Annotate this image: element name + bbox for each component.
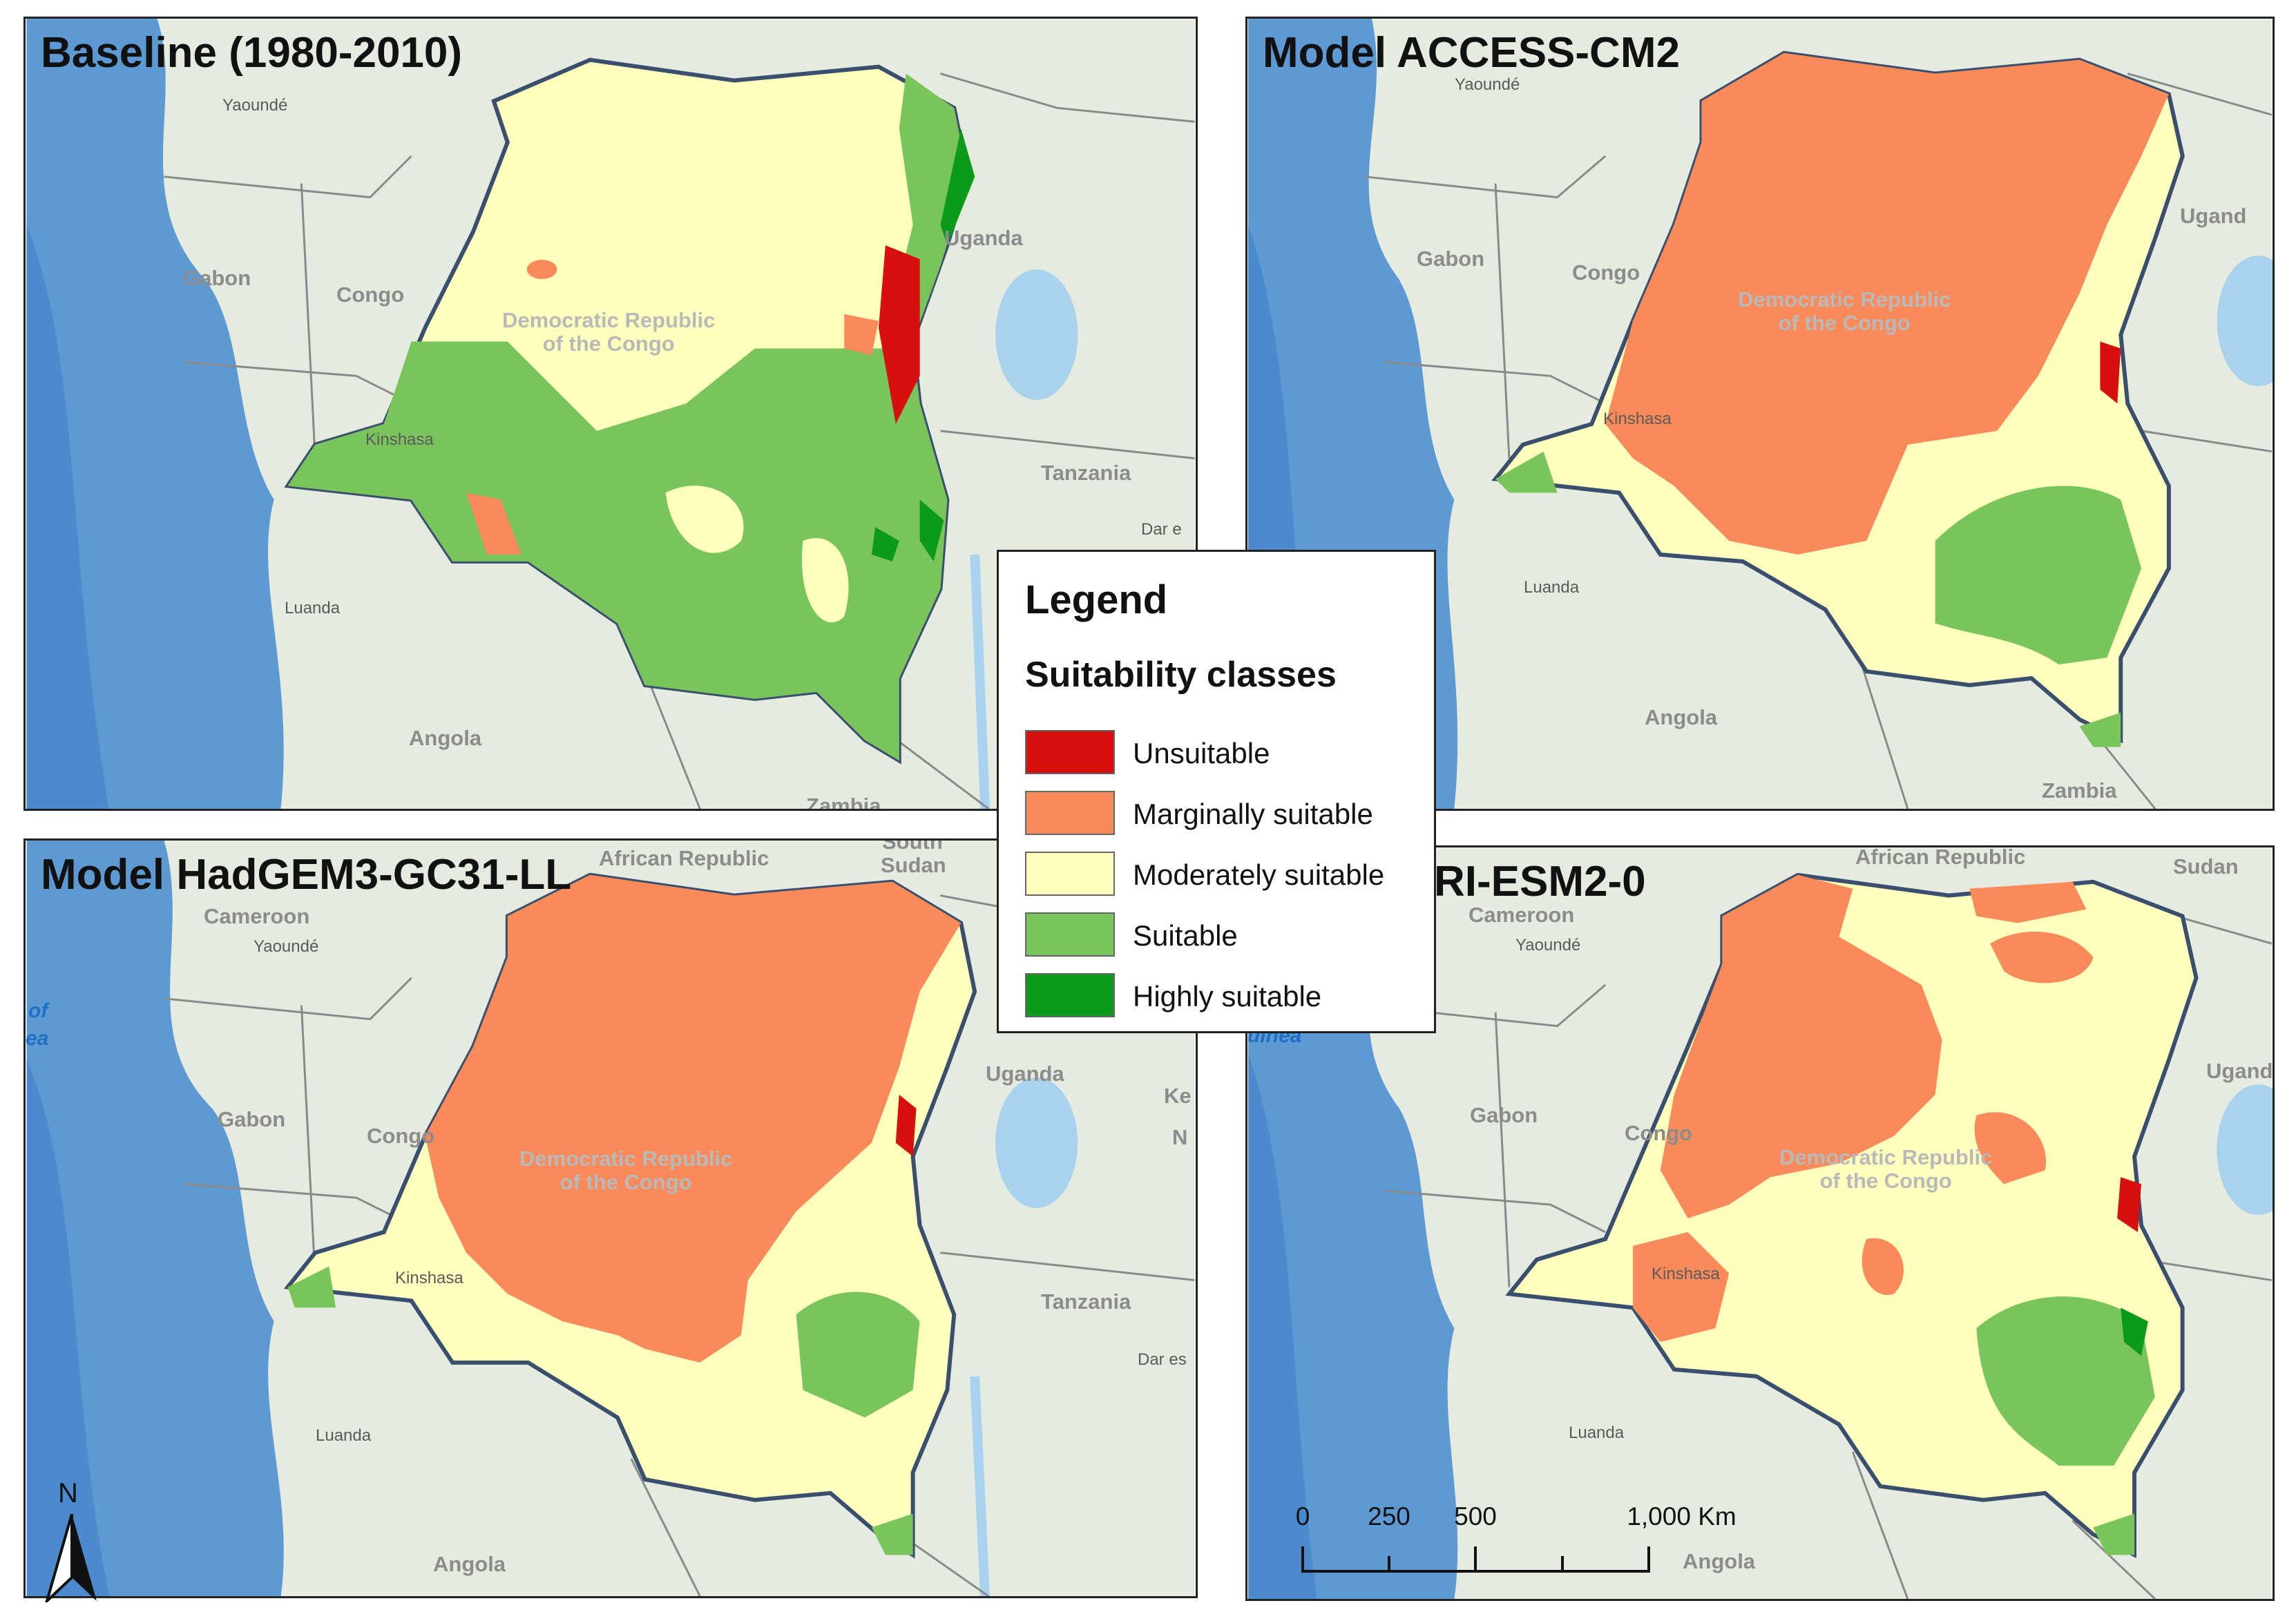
place-label: Luanda [285,599,341,617]
legend-subtitle: Suitability classes [1025,655,1337,695]
place-label: Luanda [316,1426,372,1445]
place-label: Gabon [218,1107,286,1131]
map-panel-hadgem3: Model HadGEM3-GC31-LL Cameroon Yaoundé A… [23,838,1198,1598]
place-label: Gabon [1470,1103,1538,1127]
hadgem3-map [26,841,1195,1596]
place-label: ea [26,1027,49,1050]
place-label: Congo [336,282,405,307]
place-label: Gabon [183,266,251,290]
place-label: Kinshasa [365,430,434,449]
place-label: Congo [1625,1121,1693,1145]
place-label: Cameroon [204,904,310,928]
place-label: Luanda [1524,578,1580,597]
place-label: Luanda [1569,1423,1625,1442]
place-label: Kinshasa [395,1269,463,1287]
drc-label-line: of the Congo [1819,1169,1952,1193]
drc-label-line: of the Congo [559,1170,692,1194]
legend: Legend Suitability classes Unsuitable Mar… [997,550,1436,1033]
place-label: Kinshasa [1603,410,1672,428]
place-label: Congo [367,1124,435,1148]
place-label: Kinshasa [1652,1265,1720,1283]
scale-bar-label: 0 [1295,1502,1310,1531]
place-label: Tanzania [1041,1289,1131,1314]
place-label: African Republic [1855,845,2026,869]
scale-bar-label: 1,000 Km [1627,1502,1737,1531]
place-label: Ugand [2180,204,2247,228]
legend-label: Unsuitable [1133,737,1270,769]
place-label: African Republic [599,846,769,870]
legend-label: Marginally suitable [1133,798,1373,830]
scale-bar: 0 250 500 1,000 Km [1285,1502,1737,1578]
place-label: N [1172,1125,1188,1149]
place-label: Angola [409,726,482,750]
place-label: South [882,838,943,854]
place-label: Cameroon [1469,903,1575,927]
legend-swatch [1025,912,1115,957]
legend-swatch [1025,852,1115,896]
place-label: Zambia [806,794,881,811]
legend-swatch [1025,791,1115,835]
place-label: Angola [1645,705,1718,729]
drc-label: Democratic Republic of the Congo [1779,1146,1992,1193]
drc-label-line: Democratic Republic [1738,287,1951,311]
drc-label-line: of the Congo [1778,311,1911,335]
north-arrow: N [44,1478,99,1602]
legend-label: Suitable [1133,919,1238,952]
legend-title: Legend [1025,577,1168,622]
place-label: Dar es [1138,1350,1187,1369]
drc-label-line: Democratic Republic [519,1147,733,1171]
place-label: Angola [433,1552,506,1576]
place-label: Zambia [2042,778,2117,803]
place-label: Ke [1164,1084,1192,1108]
place-label: Uganda [986,1062,1064,1086]
place-label: Angola [1683,1549,1756,1573]
drc-label: Democratic Republic of the Congo [519,1147,732,1194]
place-label: Yaoundé [1455,75,1520,94]
scale-bar-ruler [1301,1546,1650,1573]
place-label: Dar e [1141,520,1182,539]
scale-bar-label: 250 [1368,1502,1410,1531]
drc-label-line: of the Congo [542,332,675,356]
place-label: Yaoundé [1515,936,1581,955]
place-label: of [28,999,48,1022]
panel-title: Baseline (1980-2010) [41,29,463,77]
legend-swatch [1025,973,1115,1017]
panel-title: Model ACCESS-CM2 [1263,29,1680,77]
legend-label: Highly suitable [1133,980,1322,1013]
drc-label-line: Democratic Republic [1779,1145,1993,1169]
place-label: Gabon [1417,247,1485,271]
legend-swatch [1025,730,1115,774]
legend-label: Moderately suitable [1133,859,1385,891]
place-label: Uganda [944,226,1023,250]
drc-label: Democratic Republic of the Congo [502,309,715,356]
drc-label: Democratic Republic of the Congo [1738,288,1951,335]
place-label: Congo [1572,260,1640,285]
place-label: Yaoundé [253,937,319,956]
place-label: Sudan [881,853,946,877]
drc-label-line: Democratic Republic [502,308,716,332]
place-label: Tanzania [1041,461,1131,485]
place-label: Yaoundé [222,96,288,115]
place-label: Ugand [2206,1059,2273,1083]
place-label: Sudan [2173,854,2239,879]
scale-bar-label: 500 [1454,1502,1497,1531]
north-label: N [58,1478,78,1508]
panel-title: Model HadGEM3-GC31-LL [41,851,572,899]
north-arrow-icon [45,1514,97,1602]
